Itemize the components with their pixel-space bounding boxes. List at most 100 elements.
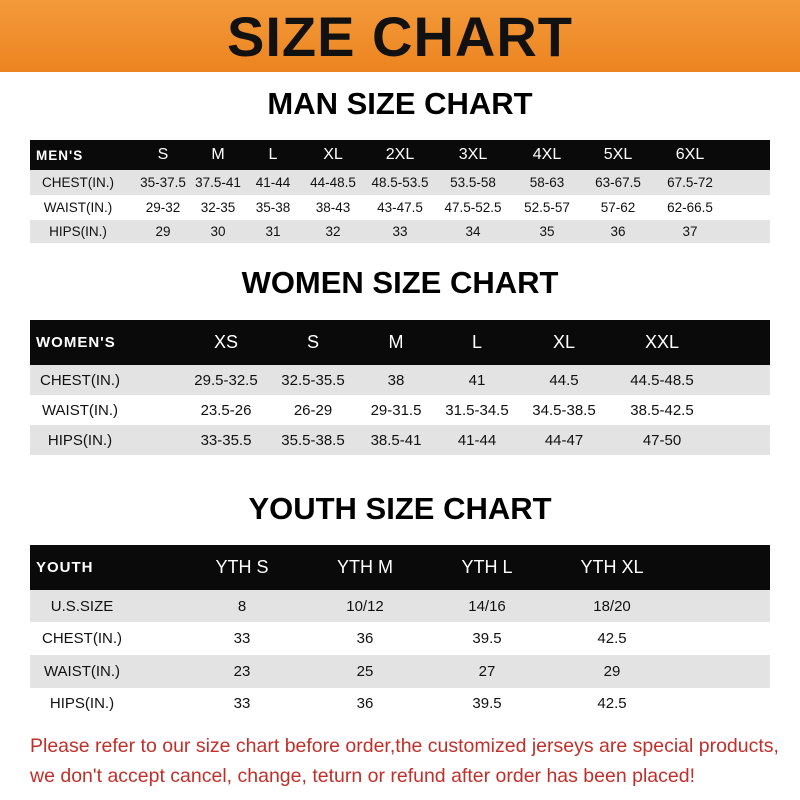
size-header-cell: S (157, 146, 169, 163)
size-header-cell: YTH L (461, 557, 513, 577)
table-cell: 58-63 (529, 175, 565, 190)
men-header-row: MEN'S S M L XL 2XL 3XL 4XL 5XL 6XL (30, 140, 770, 170)
table-cell: 43-47.5 (377, 200, 423, 215)
size-header-cell: 2XL (385, 146, 415, 163)
table-row: HIPS(IN.) 33-35.5 35.5-38.5 38.5-41 41-44 44-… (30, 425, 770, 455)
table-cell: 44.5-48.5 (630, 371, 694, 389)
table-cell: 29-31.5 (370, 401, 422, 419)
table-row: WAIST(IN.) 23.5-26 26-29 29-31.5 31.5-34.5 34… (30, 395, 770, 425)
size-header-cell: L (268, 146, 278, 163)
table-cell: 36 (356, 695, 374, 712)
table-cell: 41 (468, 371, 486, 389)
table-cell: 47-50 (642, 431, 682, 449)
measurement-label: HIPS(IN.) (49, 695, 115, 712)
women-header-row: WOMEN'S XS S M L XL XXL (30, 320, 770, 365)
table-cell: 37.5-41 (195, 175, 241, 190)
table-cell: 67.5-72 (667, 175, 713, 190)
order-notice-line-1: Please refer to our size chart before or… (30, 735, 779, 757)
table-cell: 63-67.5 (595, 175, 641, 190)
table-row: WAIST(IN.) 29-32 32-35 35-38 38-43 43-47.5 47.… (30, 195, 770, 220)
table-cell: 18/20 (593, 597, 631, 615)
table-cell: 38.5-41 (370, 431, 422, 449)
table-cell: 31.5-34.5 (445, 401, 509, 419)
table-cell: 38.5-42.5 (630, 401, 694, 419)
table-cell: 27 (478, 663, 496, 680)
youth-header-row: YOUTH YTH S YTH M YTH L YTH XL (30, 545, 770, 590)
table-cell: 30 (210, 224, 226, 239)
table-cell: 48.5-53.5 (371, 175, 429, 190)
table-cell: 26-29 (293, 401, 333, 419)
table-cell: 10/12 (346, 597, 384, 615)
size-header-cell: 6XL (675, 146, 705, 163)
table-cell: 38-43 (315, 200, 351, 215)
table-row: CHEST(IN.) 35-37.5 37.5-41 41-44 44-48.5 48.5… (30, 170, 770, 195)
women-size-table: WOMEN'S XS S M L XL XXL CHEST(IN.) 29.5-32.5 32.5… (30, 320, 770, 455)
table-cell: 29-32 (145, 200, 181, 215)
table-cell: 39.5 (472, 630, 502, 647)
size-header-cell: 4XL (532, 146, 562, 163)
youth-section-title: YOUTH SIZE CHART (248, 491, 552, 526)
table-cell: 36 (610, 224, 626, 239)
size-header-cell: YTH XL (580, 557, 644, 577)
measurement-label: WAIST(IN.) (43, 663, 121, 680)
size-header-cell: XXL (644, 332, 680, 352)
table-row: HIPS(IN.) 33 36 39.5 42.5 (30, 688, 770, 719)
women-section-title: WOMEN SIZE CHART (241, 265, 559, 300)
table-cell: 53.5-58 (450, 175, 496, 190)
table-cell: 35-38 (255, 200, 291, 215)
table-cell: 33 (233, 630, 251, 647)
table-cell: 29 (155, 224, 171, 239)
table-cell: 42.5 (597, 630, 627, 647)
table-cell: 14/16 (468, 597, 506, 615)
size-header-cell: 3XL (458, 146, 488, 163)
table-cell: 57-62 (600, 200, 636, 215)
table-cell: 33 (233, 695, 251, 712)
size-header-cell: S (306, 332, 320, 352)
table-cell: 52.5-57 (524, 200, 570, 215)
men-section-title: MAN SIZE CHART (267, 86, 533, 121)
measurement-label: CHEST(IN.) (40, 371, 120, 389)
table-cell: 37 (682, 224, 698, 239)
table-cell: 32.5-35.5 (281, 371, 345, 389)
table-cell: 35 (539, 224, 555, 239)
table-cell: 8 (237, 597, 247, 615)
measurement-label: CHEST(IN.) (42, 630, 122, 647)
table-title-cell: WOMEN'S (36, 334, 116, 351)
size-header-cell: XL (323, 146, 343, 163)
table-cell: 44-47 (544, 431, 584, 449)
table-cell: 38 (387, 371, 405, 389)
table-cell: 34.5-38.5 (532, 401, 596, 419)
order-notice-line-2: we don't accept cancel, change, teturn o… (30, 765, 695, 787)
size-header-cell: XS (213, 332, 239, 352)
table-title-cell: YOUTH (36, 559, 94, 576)
table-cell: 42.5 (597, 695, 627, 712)
table-cell: 33 (392, 224, 408, 239)
measurement-label: U.S.SIZE (50, 597, 114, 615)
table-cell: 39.5 (472, 695, 502, 712)
youth-size-table: YOUTH YTH S YTH M YTH L YTH XL U.S.SIZE 8 10/12… (30, 545, 770, 719)
measurement-label: CHEST(IN.) (42, 175, 114, 190)
table-cell: 32-35 (200, 200, 236, 215)
table-row: HIPS(IN.) 29 30 31 32 33 34 35 36 37 (30, 220, 770, 243)
table-row: WAIST(IN.) 23 25 27 29 (30, 655, 770, 688)
table-cell: 36 (356, 630, 374, 647)
table-row: CHEST(IN.) 33 36 39.5 42.5 (30, 622, 770, 655)
table-cell: 47.5-52.5 (444, 200, 502, 215)
table-cell: 35-37.5 (140, 175, 186, 190)
size-header-cell: XL (552, 332, 576, 352)
page-title: SIZE CHART (227, 5, 573, 68)
size-header-cell: YTH M (337, 557, 393, 577)
size-header-cell: 5XL (603, 146, 633, 163)
table-cell: 25 (356, 663, 374, 680)
measurement-label: HIPS(IN.) (49, 224, 107, 239)
measurement-label: WAIST(IN.) (41, 401, 119, 419)
size-header-cell: L (471, 332, 483, 352)
table-cell: 23 (233, 663, 251, 680)
table-cell: 34 (465, 224, 481, 239)
table-cell: 31 (265, 224, 281, 239)
table-cell: 29.5-32.5 (194, 371, 258, 389)
table-cell: 62-66.5 (667, 200, 713, 215)
table-row: U.S.SIZE 8 10/12 14/16 18/20 (30, 590, 770, 622)
table-title-cell: MEN'S (36, 147, 84, 163)
